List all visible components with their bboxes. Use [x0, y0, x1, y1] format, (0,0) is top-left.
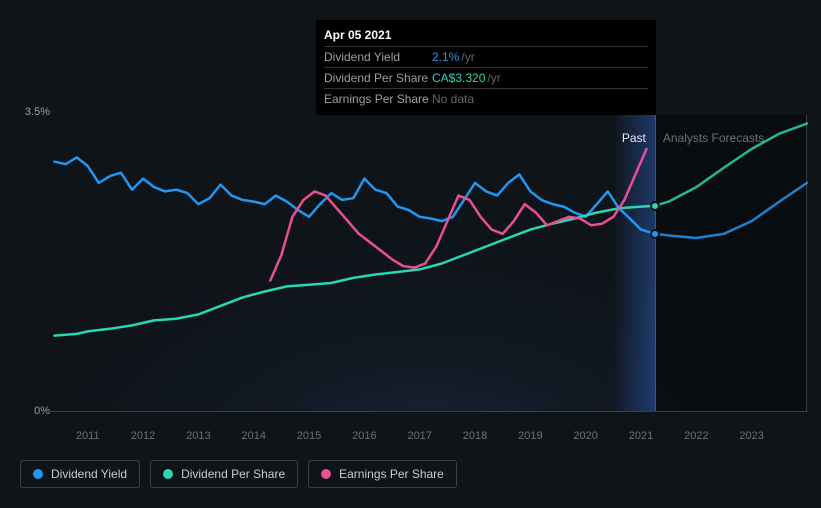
legend-label: Dividend Per Share: [181, 467, 285, 481]
y-axis-tick: 3.5%: [0, 106, 50, 118]
x-axis-tick: 2011: [76, 430, 100, 442]
x-axis-tick: 2021: [629, 430, 653, 442]
tooltip-row-label: Earnings Per Share: [324, 92, 432, 106]
x-axis-tick: 2015: [297, 430, 321, 442]
x-axis-tick: 2013: [186, 430, 210, 442]
x-axis: 2011 2012 2013 2014 2015 2016 2017 2018 2019 2020…: [49, 430, 807, 450]
tooltip-row-value: CA$3.320: [432, 71, 485, 85]
x-axis-tick: 2012: [131, 430, 155, 442]
legend-item[interactable]: Dividend Per Share: [150, 460, 298, 488]
tooltip-row-label: Dividend Per Share: [324, 71, 432, 85]
legend-dot-icon: [321, 469, 331, 479]
tooltip-row-suffix: /yr: [461, 50, 474, 64]
plot-area[interactable]: Past Analysts Forecasts: [49, 115, 807, 412]
legend-item[interactable]: Earnings Per Share: [308, 460, 457, 488]
tooltip-row-nodata: No data: [432, 92, 474, 106]
x-axis-tick: 2018: [463, 430, 487, 442]
x-axis-tick: 2020: [573, 430, 597, 442]
chart-lines: [49, 115, 807, 412]
x-axis-tick: 2022: [684, 430, 708, 442]
tooltip-row: Dividend Per ShareCA$3.320 /yr: [324, 68, 648, 89]
legend-dot-icon: [33, 469, 43, 479]
chart-legend: Dividend Yield Dividend Per Share Earnings…: [20, 460, 457, 488]
tooltip-row-value: 2.1%: [432, 50, 459, 64]
tooltip-row-suffix: /yr: [487, 71, 500, 85]
legend-dot-icon: [163, 469, 173, 479]
x-axis-tick: 2019: [518, 430, 542, 442]
tooltip-row: Earnings Per ShareNo data: [324, 89, 648, 109]
tooltip-row-label: Dividend Yield: [324, 50, 432, 64]
x-axis-tick: 2017: [407, 430, 431, 442]
legend-item[interactable]: Dividend Yield: [20, 460, 140, 488]
x-axis-tick: 2014: [241, 430, 265, 442]
tooltip-row: Dividend Yield2.1% /yr: [324, 47, 648, 68]
tooltip-date: Apr 05 2021: [324, 26, 648, 47]
x-axis-tick: 2016: [352, 430, 376, 442]
chart-tooltip: Apr 05 2021 Dividend Yield2.1% /yrDivide…: [316, 20, 656, 115]
y-axis-tick: 0%: [0, 405, 50, 417]
legend-label: Earnings Per Share: [339, 467, 444, 481]
x-axis-tick: 2023: [739, 430, 763, 442]
legend-label: Dividend Yield: [51, 467, 127, 481]
series-marker: [650, 229, 660, 239]
series-marker: [650, 201, 660, 211]
